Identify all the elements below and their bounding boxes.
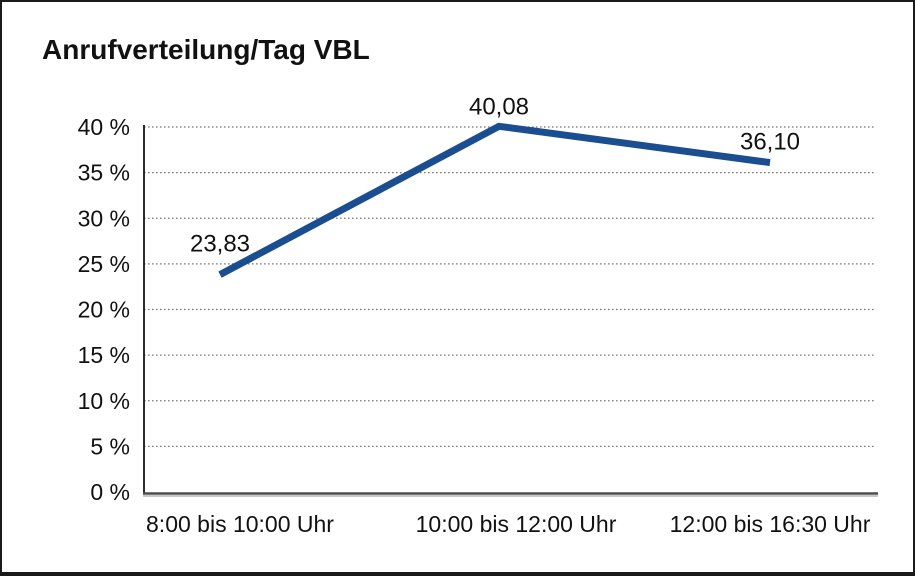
y-axis-tick-label: 20 % <box>78 297 130 323</box>
x-axis-category-label: 10:00 bis 12:00 Uhr <box>416 511 617 537</box>
y-axis-tick-label: 10 % <box>78 388 130 414</box>
data-point-label: 23,83 <box>190 231 250 258</box>
x-axis-category-label: 8:00 bis 10:00 Uhr <box>146 511 334 537</box>
data-point-label: 36,10 <box>740 129 800 156</box>
chart-title: Anrufverteilung/Tag VBL <box>42 34 370 65</box>
y-axis-tick-label: 40 % <box>78 114 130 140</box>
data-point-label: 40,08 <box>469 93 529 120</box>
y-axis-tick-label: 15 % <box>78 342 130 368</box>
y-axis-tick-label: 5 % <box>90 433 130 459</box>
y-axis-tick-label: 0 % <box>90 479 130 505</box>
data-series-line <box>218 122 771 278</box>
y-axis-tick-label: 35 % <box>78 160 130 186</box>
x-axis-category-label: 12:00 bis 16:30 Uhr <box>670 511 871 537</box>
y-axis-tick-label: 25 % <box>78 251 130 277</box>
y-axis-tick-label: 30 % <box>78 205 130 231</box>
